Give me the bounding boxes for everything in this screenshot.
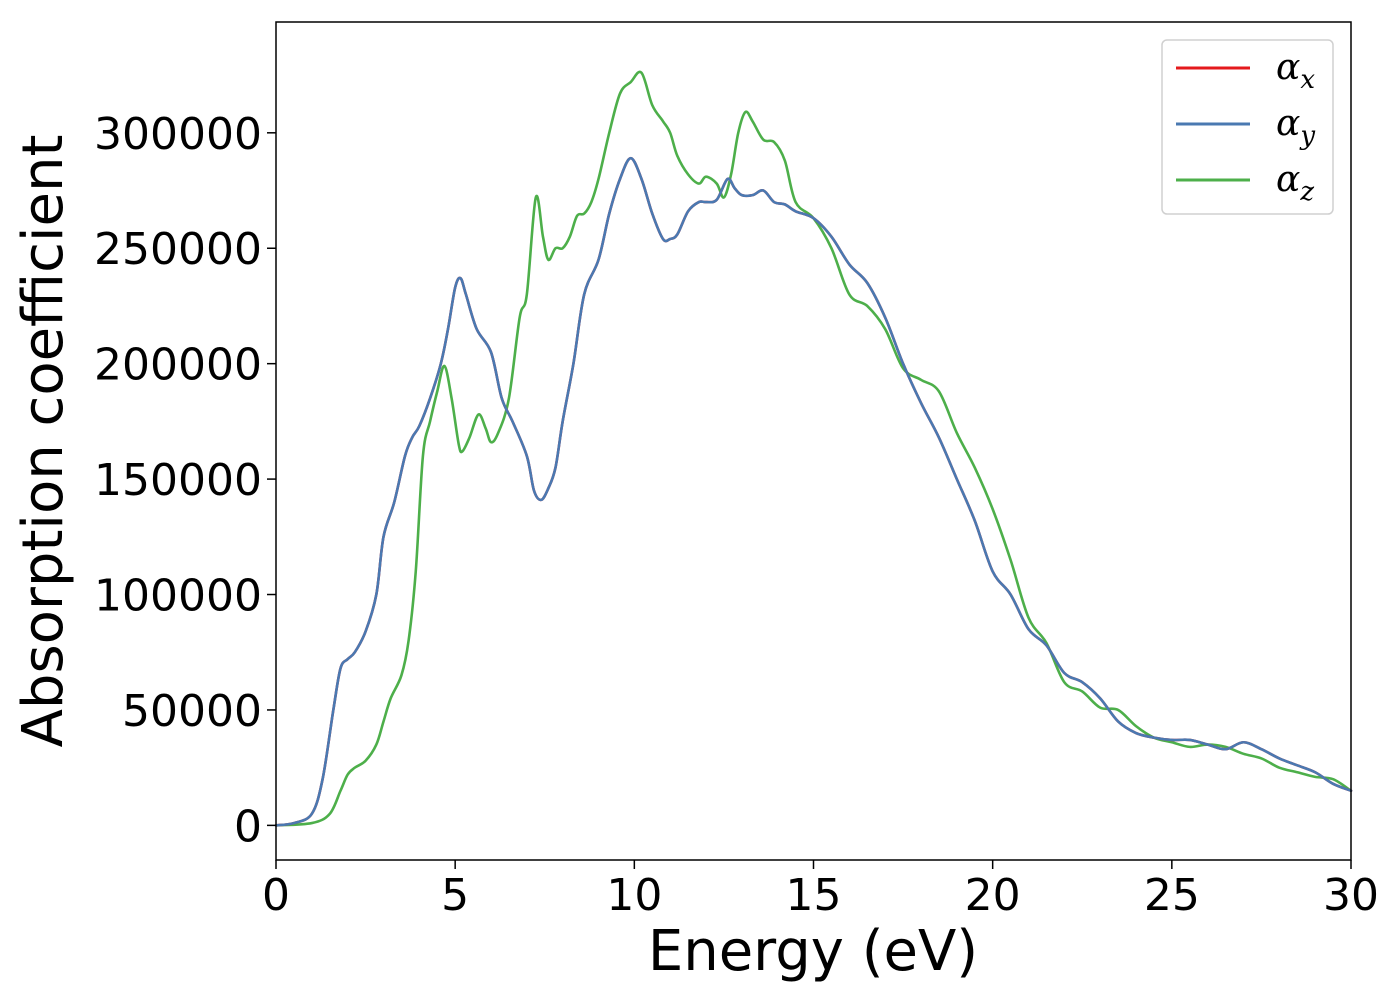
x-tick-label: 10 [606, 870, 662, 921]
legend-label-subscript: y [1299, 121, 1315, 151]
y-tick-label: 300000 [94, 109, 262, 160]
legend-label-base: α [1276, 103, 1300, 144]
y-tick-label: 250000 [94, 224, 262, 275]
series-layer [274, 70, 1353, 827]
legend-label: αx [1276, 47, 1315, 95]
series-line-alpha-x [274, 156, 1353, 827]
y-tick-label: 50000 [122, 686, 262, 737]
x-axis: 0 5 10 15 20 25 30 [262, 860, 1379, 921]
y-tick-label: 150000 [94, 455, 262, 506]
legend-label-base: α [1276, 159, 1300, 200]
y-axis: 0 50000 100000 150000 200000 250000 300000 [94, 109, 276, 852]
series-line-alpha-y [274, 156, 1353, 827]
x-tick-label: 20 [965, 870, 1021, 921]
legend-label: αy [1276, 103, 1315, 151]
x-tick-label: 25 [1144, 870, 1200, 921]
y-axis-label: Absorption coefficient [11, 135, 76, 748]
x-tick-label: 0 [262, 870, 290, 921]
legend-label: αz [1276, 159, 1314, 207]
y-tick-label: 0 [234, 801, 262, 852]
legend-label-base: α [1276, 47, 1300, 88]
y-tick-label: 100000 [94, 571, 262, 622]
x-tick-label: 15 [786, 870, 842, 921]
legend-box [1161, 39, 1334, 215]
x-tick-label: 30 [1323, 870, 1379, 921]
x-tick-label: 5 [441, 870, 469, 921]
legend-label-subscript: z [1299, 177, 1314, 207]
x-axis-label: Energy (eV) [648, 919, 978, 984]
legend-label-subscript: x [1300, 65, 1315, 95]
series-line-alpha-z [274, 70, 1353, 827]
y-tick-label: 200000 [94, 340, 262, 391]
